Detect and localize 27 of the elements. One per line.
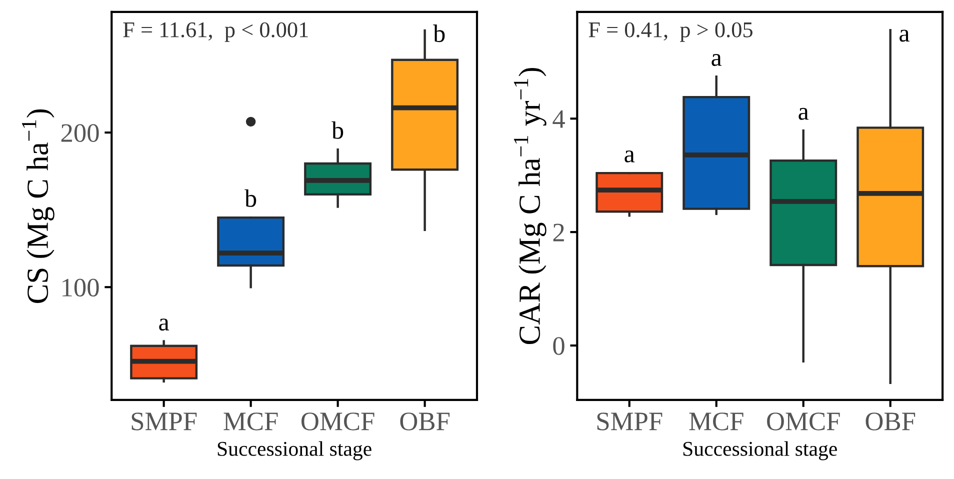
annotation: a xyxy=(159,318,170,331)
x-tick-label: SMPF xyxy=(597,412,662,430)
annotation: a xyxy=(798,108,809,120)
y-tick-label: 4 xyxy=(552,110,565,128)
x-tick-label: OBF xyxy=(866,412,916,430)
annotation: F = 0.41, p > 0.05 xyxy=(588,22,752,42)
x-tick-label: MCF xyxy=(689,412,744,430)
x-axis-title: Successional stage xyxy=(683,441,837,460)
annotation: a xyxy=(900,30,910,42)
x-tick-label: OMCF xyxy=(767,412,840,430)
x-tick-label: SMPF xyxy=(132,412,197,430)
y-tick-label: 100 xyxy=(62,278,99,297)
annotation: b xyxy=(433,24,445,42)
annotation: b xyxy=(332,121,344,139)
x-tick-label: OMCF xyxy=(301,412,374,430)
y-axis-title: CAR (Mg C ha$^{−1}$ yr$^{−1}$) xyxy=(514,68,546,344)
y-tick-label: 200 xyxy=(61,124,99,142)
y-tick-label: 0 xyxy=(553,337,564,355)
annotation: a xyxy=(624,150,635,162)
y-tick-label: 2 xyxy=(553,224,564,242)
annotation: F = 11.61, p < 0.001 xyxy=(123,22,308,42)
x-axis-title: Successional stage xyxy=(218,441,372,460)
y-axis-title: CS (Mg C ha$^{−1}$) xyxy=(22,109,54,303)
x-tick-label: OBF xyxy=(400,412,450,430)
annotation: a xyxy=(712,54,722,66)
x-tick-label: MCF xyxy=(224,412,278,430)
annotation: b xyxy=(244,189,256,207)
